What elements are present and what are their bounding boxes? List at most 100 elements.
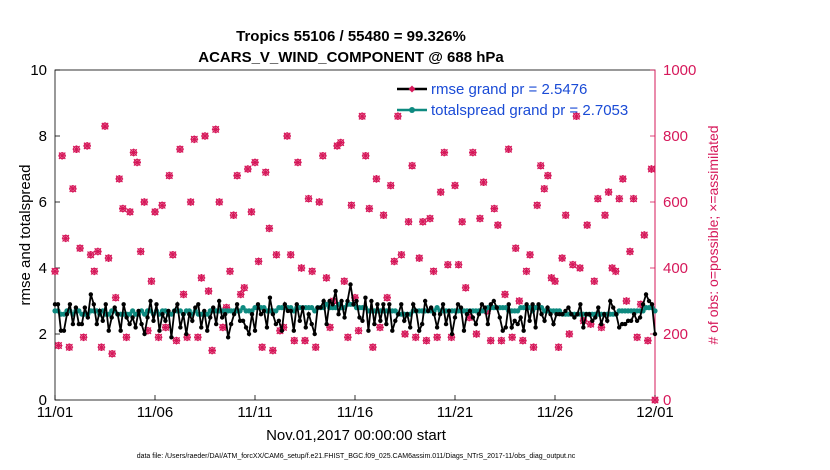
obs-assimilated-point	[401, 330, 409, 338]
obs-assimilated-point	[379, 211, 388, 220]
rmse-point	[506, 302, 511, 307]
rmse-point	[431, 312, 437, 317]
legend-rmse-label: rmse grand pr = 2.5476	[431, 81, 587, 98]
rmse-point	[300, 305, 305, 310]
rmse-point	[175, 302, 180, 307]
rmse-point	[264, 325, 270, 330]
rmse-point	[387, 302, 392, 307]
rmse-point	[213, 321, 219, 327]
rmse-point	[596, 305, 601, 310]
rmse-point	[509, 325, 514, 330]
rmse-series	[52, 282, 658, 340]
obs-assimilated-point	[601, 211, 609, 220]
obs-count-series	[51, 112, 659, 404]
obs-assimilated-point	[404, 217, 413, 226]
rmse-point	[545, 305, 550, 310]
obs-assimilated-point	[61, 234, 70, 243]
obs-assimilated-point	[97, 343, 106, 352]
obs-assimilated-point	[165, 171, 174, 180]
obs-assimilated-point	[522, 267, 531, 276]
obs-assimilated-point	[358, 112, 366, 121]
rmse-point	[312, 331, 317, 337]
obs-assimilated-point	[644, 336, 652, 345]
obs-assimilated-point	[333, 142, 341, 150]
rmse-point	[628, 318, 634, 323]
obs-assimilated-point	[119, 204, 127, 213]
obs-assimilated-point	[633, 333, 641, 342]
rmse-point	[622, 321, 628, 327]
rmse-point	[205, 328, 210, 333]
obs-assimilated-point	[647, 165, 656, 173]
obs-assimilated-point	[101, 122, 109, 130]
rmse-point	[211, 305, 216, 310]
obs-assimilated-point	[161, 323, 170, 332]
y-right-tick-label: 400	[663, 260, 688, 277]
rmse-point	[225, 335, 231, 340]
obs-assimilated-point	[494, 221, 502, 229]
obs-assimilated-point	[476, 214, 484, 223]
obs-assimilated-point	[344, 333, 352, 342]
rmse-point	[512, 318, 517, 323]
rmse-point	[560, 312, 565, 317]
rmse-point	[261, 308, 267, 314]
rmse-point	[106, 328, 111, 333]
rmse-point	[428, 305, 434, 310]
legend: rmse grand pr = 2.5476 totalspread grand…	[397, 81, 628, 119]
obs-assimilated-point	[408, 161, 416, 170]
rmse-point	[503, 325, 508, 330]
rmse-point	[548, 312, 553, 317]
x-tick-label: 12/01	[636, 404, 674, 421]
rmse-point	[142, 331, 147, 337]
obs-assimilated-point	[536, 161, 545, 170]
rmse-point	[634, 318, 640, 323]
rmse-point	[309, 321, 314, 327]
obs-assimilated-point	[222, 303, 231, 312]
rmse-point	[524, 302, 529, 307]
obs-assimilated-point	[515, 297, 524, 305]
rmse-point	[216, 298, 222, 304]
y-left-tick-label: 4	[39, 260, 47, 277]
obs-assimilated-point	[490, 204, 499, 213]
rmse-point	[354, 298, 359, 304]
obs-assimilated-point	[347, 201, 356, 210]
rmse-point	[97, 308, 102, 314]
rmse-point	[91, 302, 97, 307]
totalspread-point	[261, 305, 267, 311]
obs-assimilated-point	[440, 148, 449, 157]
rmse-point	[166, 308, 171, 314]
rmse-point	[369, 298, 374, 304]
rmse-point	[613, 312, 619, 317]
rmse-point	[246, 331, 252, 337]
obs-assimilated-point	[183, 333, 191, 342]
rmse-point	[449, 331, 455, 337]
rmse-point	[384, 321, 389, 327]
obs-assimilated-point	[122, 333, 131, 342]
obs-assimilated-point	[461, 283, 470, 292]
y-axis-right-label: # of obs: o=possible; ×=assimilated	[705, 125, 721, 344]
rmse-point	[419, 321, 425, 327]
x-tick-label: 11/06	[137, 404, 173, 421]
rmse-point	[306, 312, 311, 317]
rmse-point	[575, 312, 580, 317]
obs-assimilated-point	[290, 336, 299, 345]
rmse-point	[646, 298, 652, 304]
obs-assimilated-point	[469, 148, 477, 157]
obs-assimilated-point	[158, 201, 166, 210]
rmse-point	[393, 318, 398, 323]
y-left-tick-label: 0	[39, 392, 47, 409]
rmse-point	[342, 315, 347, 320]
obs-assimilated-point	[140, 198, 149, 206]
obs-assimilated-point	[311, 343, 320, 352]
obs-assimilated-point	[194, 333, 202, 342]
rmse-point	[139, 321, 144, 327]
rmse-point	[521, 328, 526, 333]
obs-assimilated-point	[629, 194, 638, 203]
rmse-point	[208, 315, 213, 320]
obs-assimilated-point	[340, 277, 349, 286]
rmse-point	[273, 321, 279, 327]
totalspread-point	[515, 308, 521, 314]
obs-assimilated-point	[547, 274, 556, 282]
rmse-point	[440, 302, 446, 307]
obs-assimilated-point	[315, 198, 324, 206]
obs-assimilated-point	[51, 267, 59, 276]
